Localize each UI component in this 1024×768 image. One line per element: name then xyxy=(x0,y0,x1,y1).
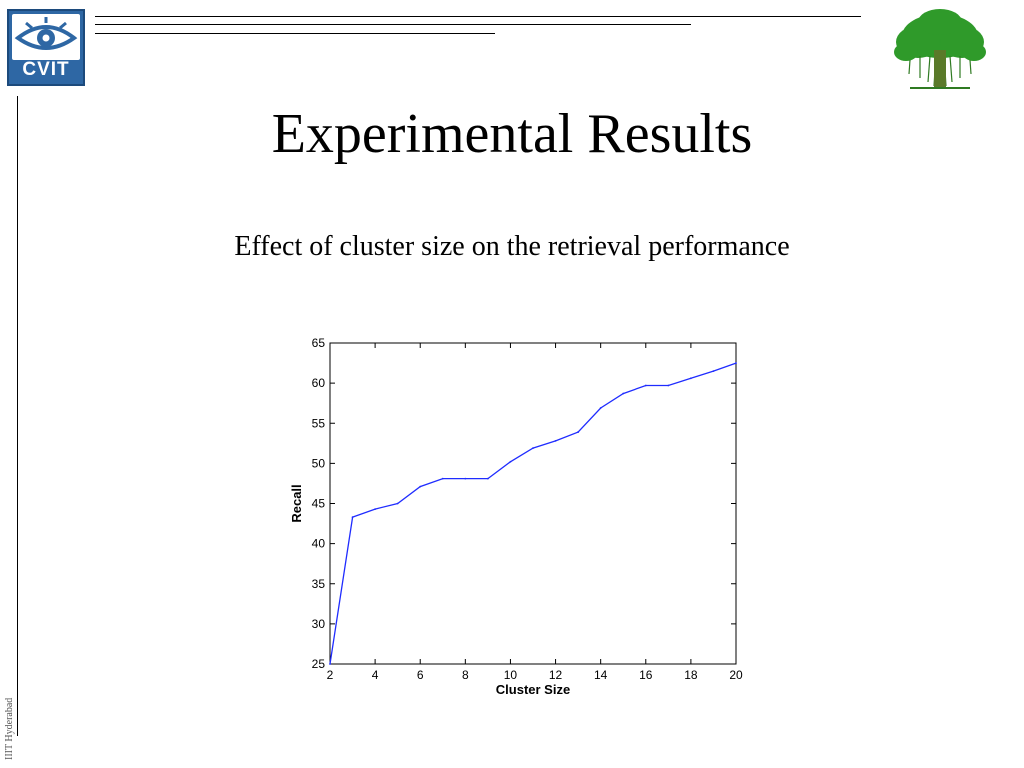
x-tick-label: 18 xyxy=(684,668,698,682)
header-rule-2 xyxy=(95,24,691,25)
eye-icon xyxy=(12,14,80,60)
x-tick-label: 20 xyxy=(729,668,743,682)
recall-chart: 2 4 6 8 10 12 14 16 18 20 25 30 35 40 45 50 55 60 65 Cluste… xyxy=(289,336,743,697)
data-point xyxy=(577,431,580,433)
y-tick-label: 35 xyxy=(312,577,326,591)
tree-logo xyxy=(894,9,986,89)
page-title: Experimental Results xyxy=(271,103,753,165)
data-point xyxy=(464,477,467,480)
cvit-logo: CVIT xyxy=(7,9,85,86)
y-tick-label: 45 xyxy=(312,497,326,511)
y-tick-label: 40 xyxy=(312,537,326,551)
x-tick-label: 4 xyxy=(372,668,379,682)
header-rule-1 xyxy=(95,16,861,17)
data-point xyxy=(351,516,354,519)
data-point xyxy=(532,447,534,450)
data-point xyxy=(554,440,557,442)
x-tick-label: 8 xyxy=(462,668,469,682)
data-point xyxy=(667,384,670,387)
side-label: IIIT Hyderabad xyxy=(4,697,15,760)
y-tick-label: 30 xyxy=(312,617,326,631)
side-rule xyxy=(17,96,18,736)
data-point xyxy=(509,460,512,463)
data-point xyxy=(622,392,625,395)
logo-text: CVIT xyxy=(22,59,70,80)
x-tick-label: 14 xyxy=(594,668,608,682)
data-point xyxy=(599,407,602,409)
y-tick-label: 60 xyxy=(312,376,326,390)
x-axis-label: Cluster Size xyxy=(496,682,570,697)
data-point xyxy=(329,663,331,665)
data-point xyxy=(419,485,422,488)
y-tick-label: 25 xyxy=(312,657,326,671)
data-point xyxy=(689,377,692,380)
data-point xyxy=(644,384,647,387)
y-tick-label: 50 xyxy=(312,456,326,470)
data-point xyxy=(735,362,737,364)
x-tick-label: 2 xyxy=(327,668,334,682)
recall-series-line xyxy=(329,362,737,665)
data-point xyxy=(712,370,715,372)
y-tick-label: 65 xyxy=(312,336,326,350)
data-point xyxy=(396,502,399,505)
plot-frame xyxy=(329,342,737,665)
x-tick-label: 12 xyxy=(549,668,563,682)
data-point xyxy=(441,477,444,480)
y-axis-label: Recall xyxy=(289,484,304,522)
data-point xyxy=(374,508,377,511)
x-tick-label: 10 xyxy=(504,668,518,682)
data-point xyxy=(486,477,489,480)
chart-caption: Effect of cluster size on the retrieval … xyxy=(234,231,790,262)
x-tick-label: 6 xyxy=(417,668,424,682)
x-tick-label: 16 xyxy=(639,668,653,682)
y-tick-label: 55 xyxy=(312,416,326,430)
header-rule-3 xyxy=(95,33,495,34)
